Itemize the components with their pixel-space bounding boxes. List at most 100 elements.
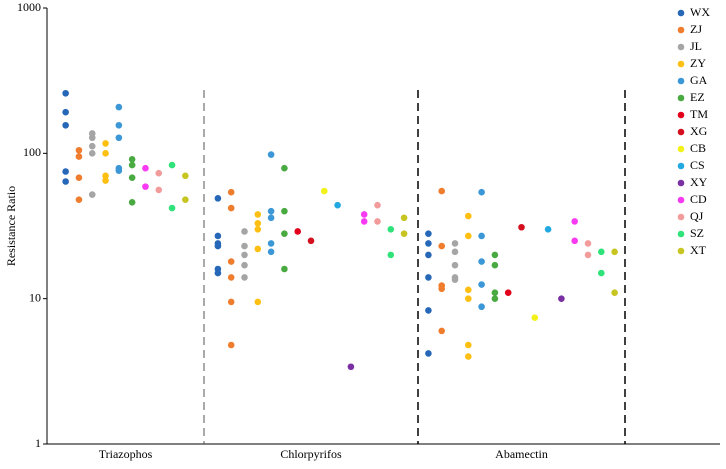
point [438, 242, 446, 250]
point [281, 164, 288, 172]
point [214, 195, 222, 202]
point [598, 269, 605, 277]
y-tick-label: 10 [29, 290, 41, 304]
legend-marker [677, 145, 685, 153]
point [425, 307, 432, 314]
point [387, 226, 395, 233]
legend-marker [677, 128, 685, 136]
point [321, 187, 328, 195]
y-axis-title: Resistance Ratio [4, 186, 18, 266]
point [88, 191, 96, 198]
legend-marker [677, 43, 685, 51]
point [438, 285, 446, 293]
point [267, 151, 275, 158]
legend-marker [677, 213, 685, 221]
point [531, 314, 539, 321]
point [241, 261, 248, 269]
point [168, 204, 176, 212]
point [465, 232, 472, 240]
point [281, 230, 288, 237]
y-tick-label: 100 [23, 145, 41, 159]
point [571, 218, 578, 225]
point [425, 251, 432, 259]
point [478, 188, 485, 196]
point [128, 155, 136, 163]
legend-marker [677, 162, 685, 170]
point [491, 289, 499, 296]
point [478, 303, 485, 311]
point [504, 289, 512, 296]
point [254, 226, 262, 233]
legend-label: EZ [690, 90, 705, 104]
point [88, 142, 96, 150]
x-tick-label: Abamectin [495, 447, 548, 461]
legend-label: WX [690, 5, 710, 19]
point [438, 187, 446, 195]
point [62, 108, 69, 116]
point [281, 265, 288, 273]
legend-label: SZ [690, 226, 704, 240]
point [241, 228, 248, 235]
legend-marker [677, 26, 685, 34]
point [75, 153, 83, 160]
point [374, 201, 381, 209]
point [102, 177, 109, 184]
point [62, 168, 69, 175]
y-tick-label: 1000 [17, 0, 41, 14]
point [128, 174, 136, 181]
point [102, 150, 109, 157]
legend-label: XT [690, 243, 707, 257]
point [611, 248, 618, 256]
point [254, 298, 262, 306]
point [387, 251, 395, 259]
legend-marker [677, 94, 685, 102]
point [254, 220, 262, 227]
x-tick-label: Chlorpyrifos [280, 447, 342, 461]
point [571, 237, 578, 245]
point [425, 240, 432, 247]
legend-label: ZJ [690, 22, 702, 36]
point [360, 218, 368, 225]
point [128, 199, 136, 206]
legend-label: CB [690, 141, 706, 155]
x-tick-label: Triazophos [99, 447, 153, 461]
point [598, 248, 605, 256]
point [400, 230, 408, 237]
point [544, 226, 552, 233]
point [491, 261, 499, 269]
point [155, 169, 163, 177]
point [360, 211, 368, 218]
point [75, 174, 83, 181]
point [267, 207, 275, 215]
point [465, 212, 472, 220]
legend-marker [677, 77, 685, 85]
point [182, 172, 189, 180]
point [102, 140, 109, 147]
legend-label: GA [690, 73, 708, 87]
point [374, 218, 381, 225]
point [400, 214, 408, 222]
legend-marker [677, 196, 685, 204]
legend-marker [677, 230, 685, 238]
point [267, 248, 275, 256]
point [115, 103, 123, 111]
legend-marker [677, 247, 685, 255]
point [62, 89, 69, 97]
point [62, 178, 69, 185]
point [491, 295, 499, 302]
point [62, 121, 69, 129]
point [115, 167, 123, 174]
legend-label: JL [690, 39, 702, 53]
legend-label: XG [690, 124, 708, 138]
point [88, 134, 96, 142]
legend-marker [677, 111, 685, 119]
legend-label: CD [690, 192, 707, 206]
point [491, 251, 499, 259]
point [142, 183, 149, 190]
point [294, 228, 302, 235]
point [584, 240, 592, 247]
point [425, 230, 432, 237]
point [227, 298, 235, 306]
point [115, 121, 123, 129]
point [102, 172, 109, 180]
